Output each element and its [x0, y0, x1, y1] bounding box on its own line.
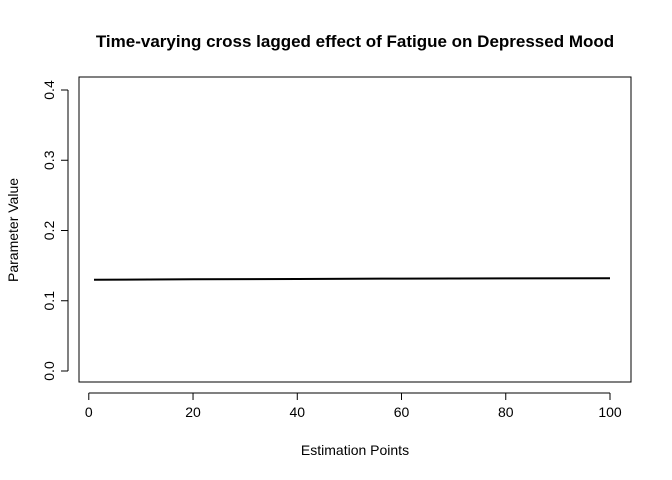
series-line	[93, 277, 611, 281]
series-layer	[93, 277, 611, 281]
x-tick-label: 0	[85, 404, 93, 420]
x-tick-label: 40	[289, 404, 305, 420]
y-axis: 0.0 0.1 0.2 0.3 0.4	[41, 80, 69, 381]
y-tick-label: 0.4	[41, 80, 57, 100]
y-axis-label: Parameter Value	[5, 178, 21, 282]
x-axis-label: Estimation Points	[301, 442, 409, 458]
x-tick-label: 80	[498, 404, 514, 420]
x-axis: 0 20 40 60 80 100	[85, 392, 622, 420]
x-tick-label: 60	[394, 404, 410, 420]
x-tick-label: 100	[598, 404, 622, 420]
y-tick-label: 0.1	[41, 291, 57, 311]
y-tick-label: 0.3	[41, 150, 57, 170]
chart-title: Time-varying cross lagged effect of Fati…	[96, 32, 614, 51]
y-tick-label: 0.2	[41, 221, 57, 241]
x-tick-label: 20	[185, 404, 201, 420]
plot-area	[78, 76, 632, 383]
y-tick-label: 0.0	[41, 361, 57, 381]
